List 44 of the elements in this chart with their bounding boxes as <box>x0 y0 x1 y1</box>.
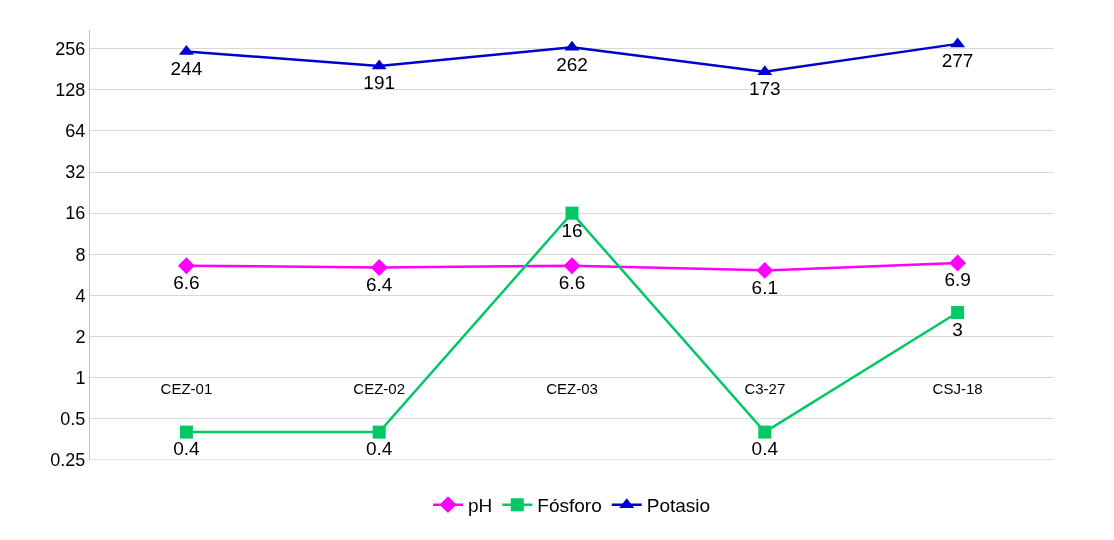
legend-label: Potasio <box>646 495 711 517</box>
data-label: 0.4 <box>173 438 201 460</box>
data-label: 262 <box>556 53 588 75</box>
data-label: 6.6 <box>173 272 200 294</box>
data-label: 191 <box>363 72 396 94</box>
data-label: 244 <box>170 57 203 79</box>
point <box>565 206 579 220</box>
data-label: 16 <box>561 219 583 241</box>
data-label: 6.4 <box>365 273 393 295</box>
legend-label: pH <box>468 495 493 517</box>
y-tick-label: 8 <box>75 244 86 265</box>
data-label: 277 <box>941 50 974 72</box>
data-label: 6.9 <box>944 269 971 291</box>
y-tick-label: 16 <box>65 203 86 224</box>
point <box>563 257 581 275</box>
y-tick-label: 32 <box>65 162 86 183</box>
y-tick-label: 64 <box>65 121 86 142</box>
data-label: 3 <box>952 318 963 340</box>
y-tick-label: 1 <box>75 368 86 389</box>
legend-label: Fósforo <box>537 495 602 517</box>
data-label: 0.4 <box>751 438 779 460</box>
y-tick-label: 0.25 <box>50 450 86 471</box>
point <box>756 261 774 279</box>
point <box>179 425 193 439</box>
y-tick-label: 4 <box>75 285 86 306</box>
x-tick-label: C3-27 <box>744 379 786 397</box>
point <box>372 425 386 439</box>
point <box>949 254 967 272</box>
y-tick-label: 256 <box>55 38 86 59</box>
data-label: 6.1 <box>751 276 779 298</box>
data-label: 6.6 <box>558 272 586 294</box>
data-label: 0.4 <box>365 438 393 460</box>
data-label: 173 <box>748 78 781 100</box>
y-tick-label: 0.5 <box>60 409 86 430</box>
x-tick-label: CSJ-18 <box>932 379 983 397</box>
x-tick-label: CEZ-01 <box>160 379 213 397</box>
point <box>758 425 772 439</box>
x-tick-label: CEZ-02 <box>353 379 406 397</box>
point <box>370 259 388 276</box>
point <box>177 257 195 275</box>
x-tick-label: CEZ-03 <box>546 379 598 397</box>
point <box>951 306 965 319</box>
y-tick-label: 2 <box>75 326 86 347</box>
y-tick-label: 128 <box>55 80 86 101</box>
